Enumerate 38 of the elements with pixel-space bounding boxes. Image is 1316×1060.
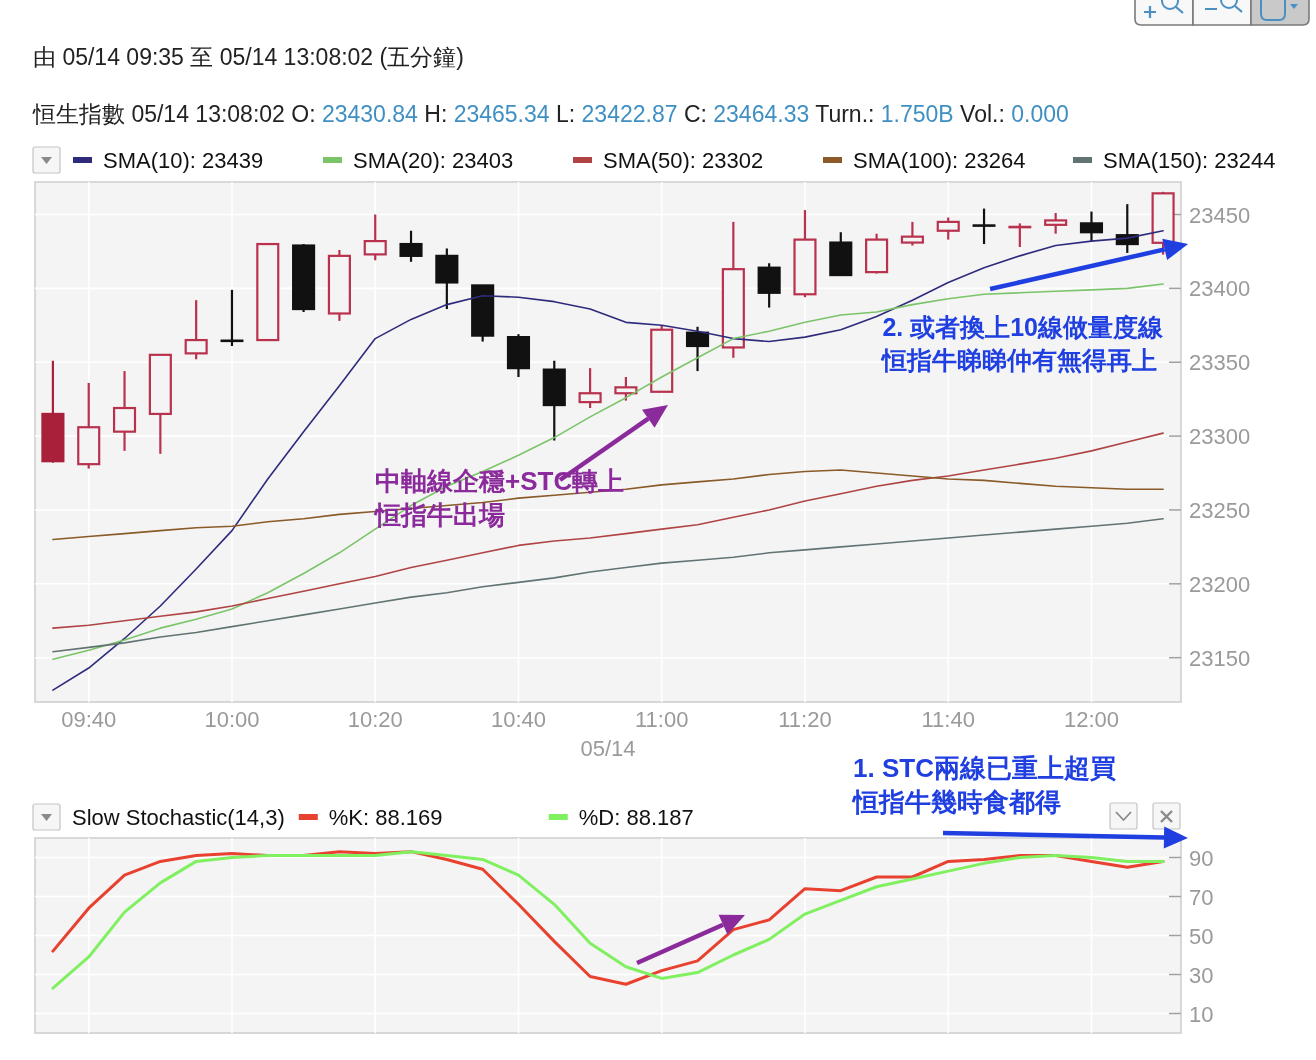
legend-label: SMA(10): 23439 <box>103 147 264 173</box>
x-axis-title: 05/14 <box>580 735 636 761</box>
y-tick-label: 10 <box>1189 1001 1214 1026</box>
y-tick-label: 30 <box>1189 962 1214 987</box>
legend-item: SMA(10): 23439 <box>73 147 264 173</box>
x-tick-label: 11:20 <box>778 706 832 732</box>
legend-item: SMA(150): 23244 <box>1073 147 1276 173</box>
legend-item: %D: 88.187 <box>548 804 694 830</box>
x-tick-label: 10:40 <box>490 706 546 732</box>
legend-title: Slow Stochastic(14,3) <box>72 804 285 830</box>
text: 恒生指數 05/14 13:08:02 O: 23430.84 H: 23465.34 L: 23422.87 C: 23464.33 Turn.: 1.750B Vol.: 0.000 <box>33 101 1069 127</box>
legend-label: %D: 88.187 <box>578 804 694 830</box>
annotation: 1. STC兩線已重上超買恒指牛幾時食都得 <box>853 753 1116 817</box>
y-tick-label: 50 <box>1189 923 1214 948</box>
legend-label: SMA(20): 23403 <box>353 147 514 173</box>
chart-title: 由 05/14 09:35 至 05/14 13:08:02 (五分鐘) <box>33 44 464 70</box>
annotation: 2. 或者換上10線做量度線恒指牛睇睇仲有無得再上 <box>882 313 1163 374</box>
y-tick-label: 23200 <box>1189 571 1251 597</box>
x-tick-label: 11:00 <box>635 706 689 732</box>
legend-label: SMA(50): 23302 <box>603 147 764 173</box>
legend-item: SMA(20): 23403 <box>323 147 514 173</box>
legend-item: SMA(100): 23264 <box>823 147 1026 173</box>
x-tick-label: 09:40 <box>61 706 117 732</box>
x-tick-label: 10:00 <box>204 706 260 732</box>
legend-item: SMA(50): 23302 <box>573 147 764 173</box>
y-tick-label: 23250 <box>1189 497 1251 523</box>
y-tick-label: 23350 <box>1189 349 1251 375</box>
y-tick-label: 23150 <box>1189 645 1251 671</box>
y-tick-label: 23450 <box>1189 202 1251 227</box>
legend-label: %K: 88.169 <box>328 804 443 830</box>
y-tick-label: 90 <box>1189 845 1214 870</box>
y-tick-label: 70 <box>1189 884 1214 909</box>
y-tick-label: 23300 <box>1189 423 1251 449</box>
x-tick-label: 10:20 <box>347 706 403 732</box>
y-tick-label: 23400 <box>1189 275 1251 301</box>
x-tick-label: 12:00 <box>1063 706 1119 732</box>
x-tick-label: 11:40 <box>921 706 975 732</box>
legend-item: %K: 88.169 <box>298 804 443 830</box>
